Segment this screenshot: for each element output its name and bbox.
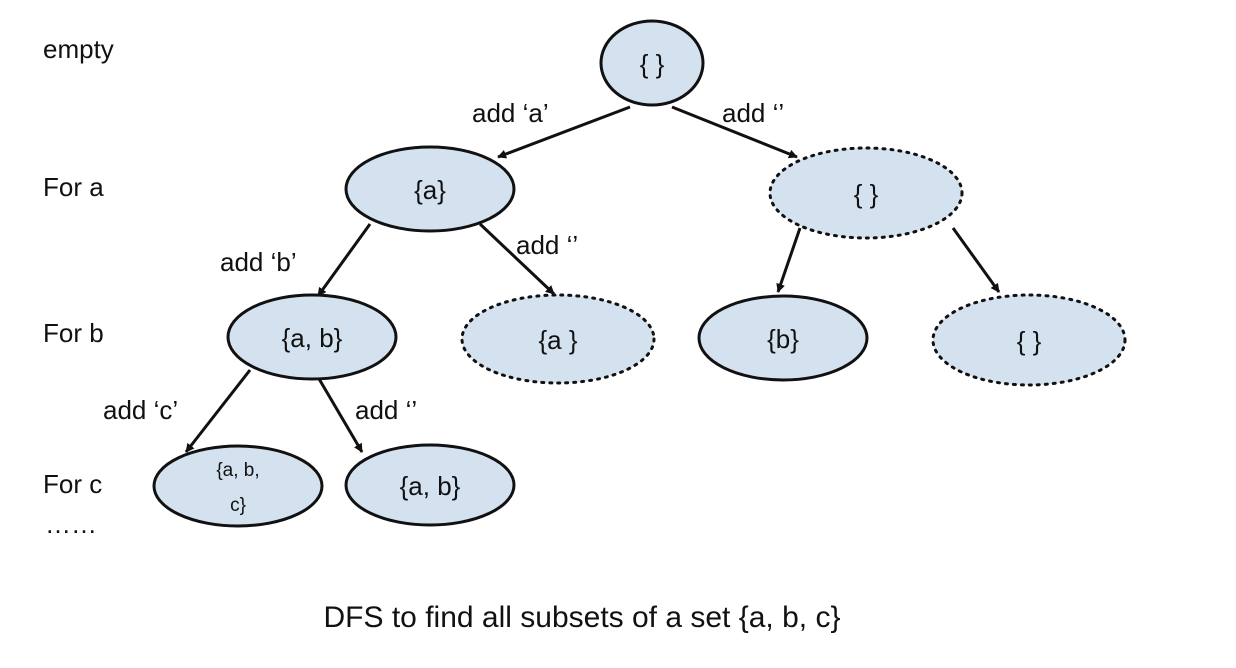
edge-label-skip-b: add ‘’	[516, 230, 578, 260]
edge-add-b	[316, 223, 372, 297]
level-label-empty: empty	[43, 34, 114, 64]
level-label-for-c: For c	[43, 469, 102, 499]
level-label-for-b: For b	[43, 318, 104, 348]
edge-right-left	[776, 227, 802, 293]
node-ab: {a, b}	[226, 293, 398, 381]
level-label-for-a: For a	[43, 172, 104, 202]
edge-label-add-c: add ‘c’	[103, 395, 178, 425]
node-a-label: {a}	[414, 175, 446, 205]
diagram-caption: DFS to find all subsets of a set {a, b, …	[324, 601, 841, 634]
node-abc-label-line2: c}	[230, 495, 246, 516]
node-b: {b}	[697, 294, 869, 382]
edge-right-right	[951, 227, 1001, 293]
node-a-skip-b-label: {a }	[538, 325, 577, 355]
node-abc: {a, b, c}	[152, 444, 324, 528]
edge-label-add-a: add ‘a’	[472, 98, 549, 128]
node-a-skip-b: {a }	[460, 293, 656, 385]
edge-label-add-b: add ‘b’	[220, 247, 297, 277]
node-ab-skip-c-label: {a, b}	[400, 471, 461, 501]
edge-skip-b	[478, 222, 556, 296]
node-root-label: { }	[640, 49, 665, 79]
node-empty-b-label: { }	[1017, 326, 1042, 356]
edge-label-skip-c: add ‘’	[355, 395, 417, 425]
node-ab-skip-c: {a, b}	[344, 443, 516, 527]
edge-skip-c	[313, 371, 364, 453]
node-skip-a: { }	[768, 146, 964, 240]
node-b-label: {b}	[767, 324, 799, 354]
node-ab-label: {a, b}	[282, 323, 343, 353]
node-abc-label-line1: {a, b,	[216, 460, 259, 481]
edge-skip-a	[671, 105, 798, 159]
level-label-more: ……	[45, 509, 97, 539]
node-skip-a-label: { }	[854, 179, 879, 209]
edge-label-skip-a: add ‘’	[722, 98, 784, 128]
edge-add-c	[184, 369, 252, 453]
node-root: { }	[599, 19, 705, 107]
node-empty-b: { }	[931, 293, 1127, 387]
edge-add-a	[497, 105, 631, 159]
node-a: {a}	[344, 145, 516, 233]
